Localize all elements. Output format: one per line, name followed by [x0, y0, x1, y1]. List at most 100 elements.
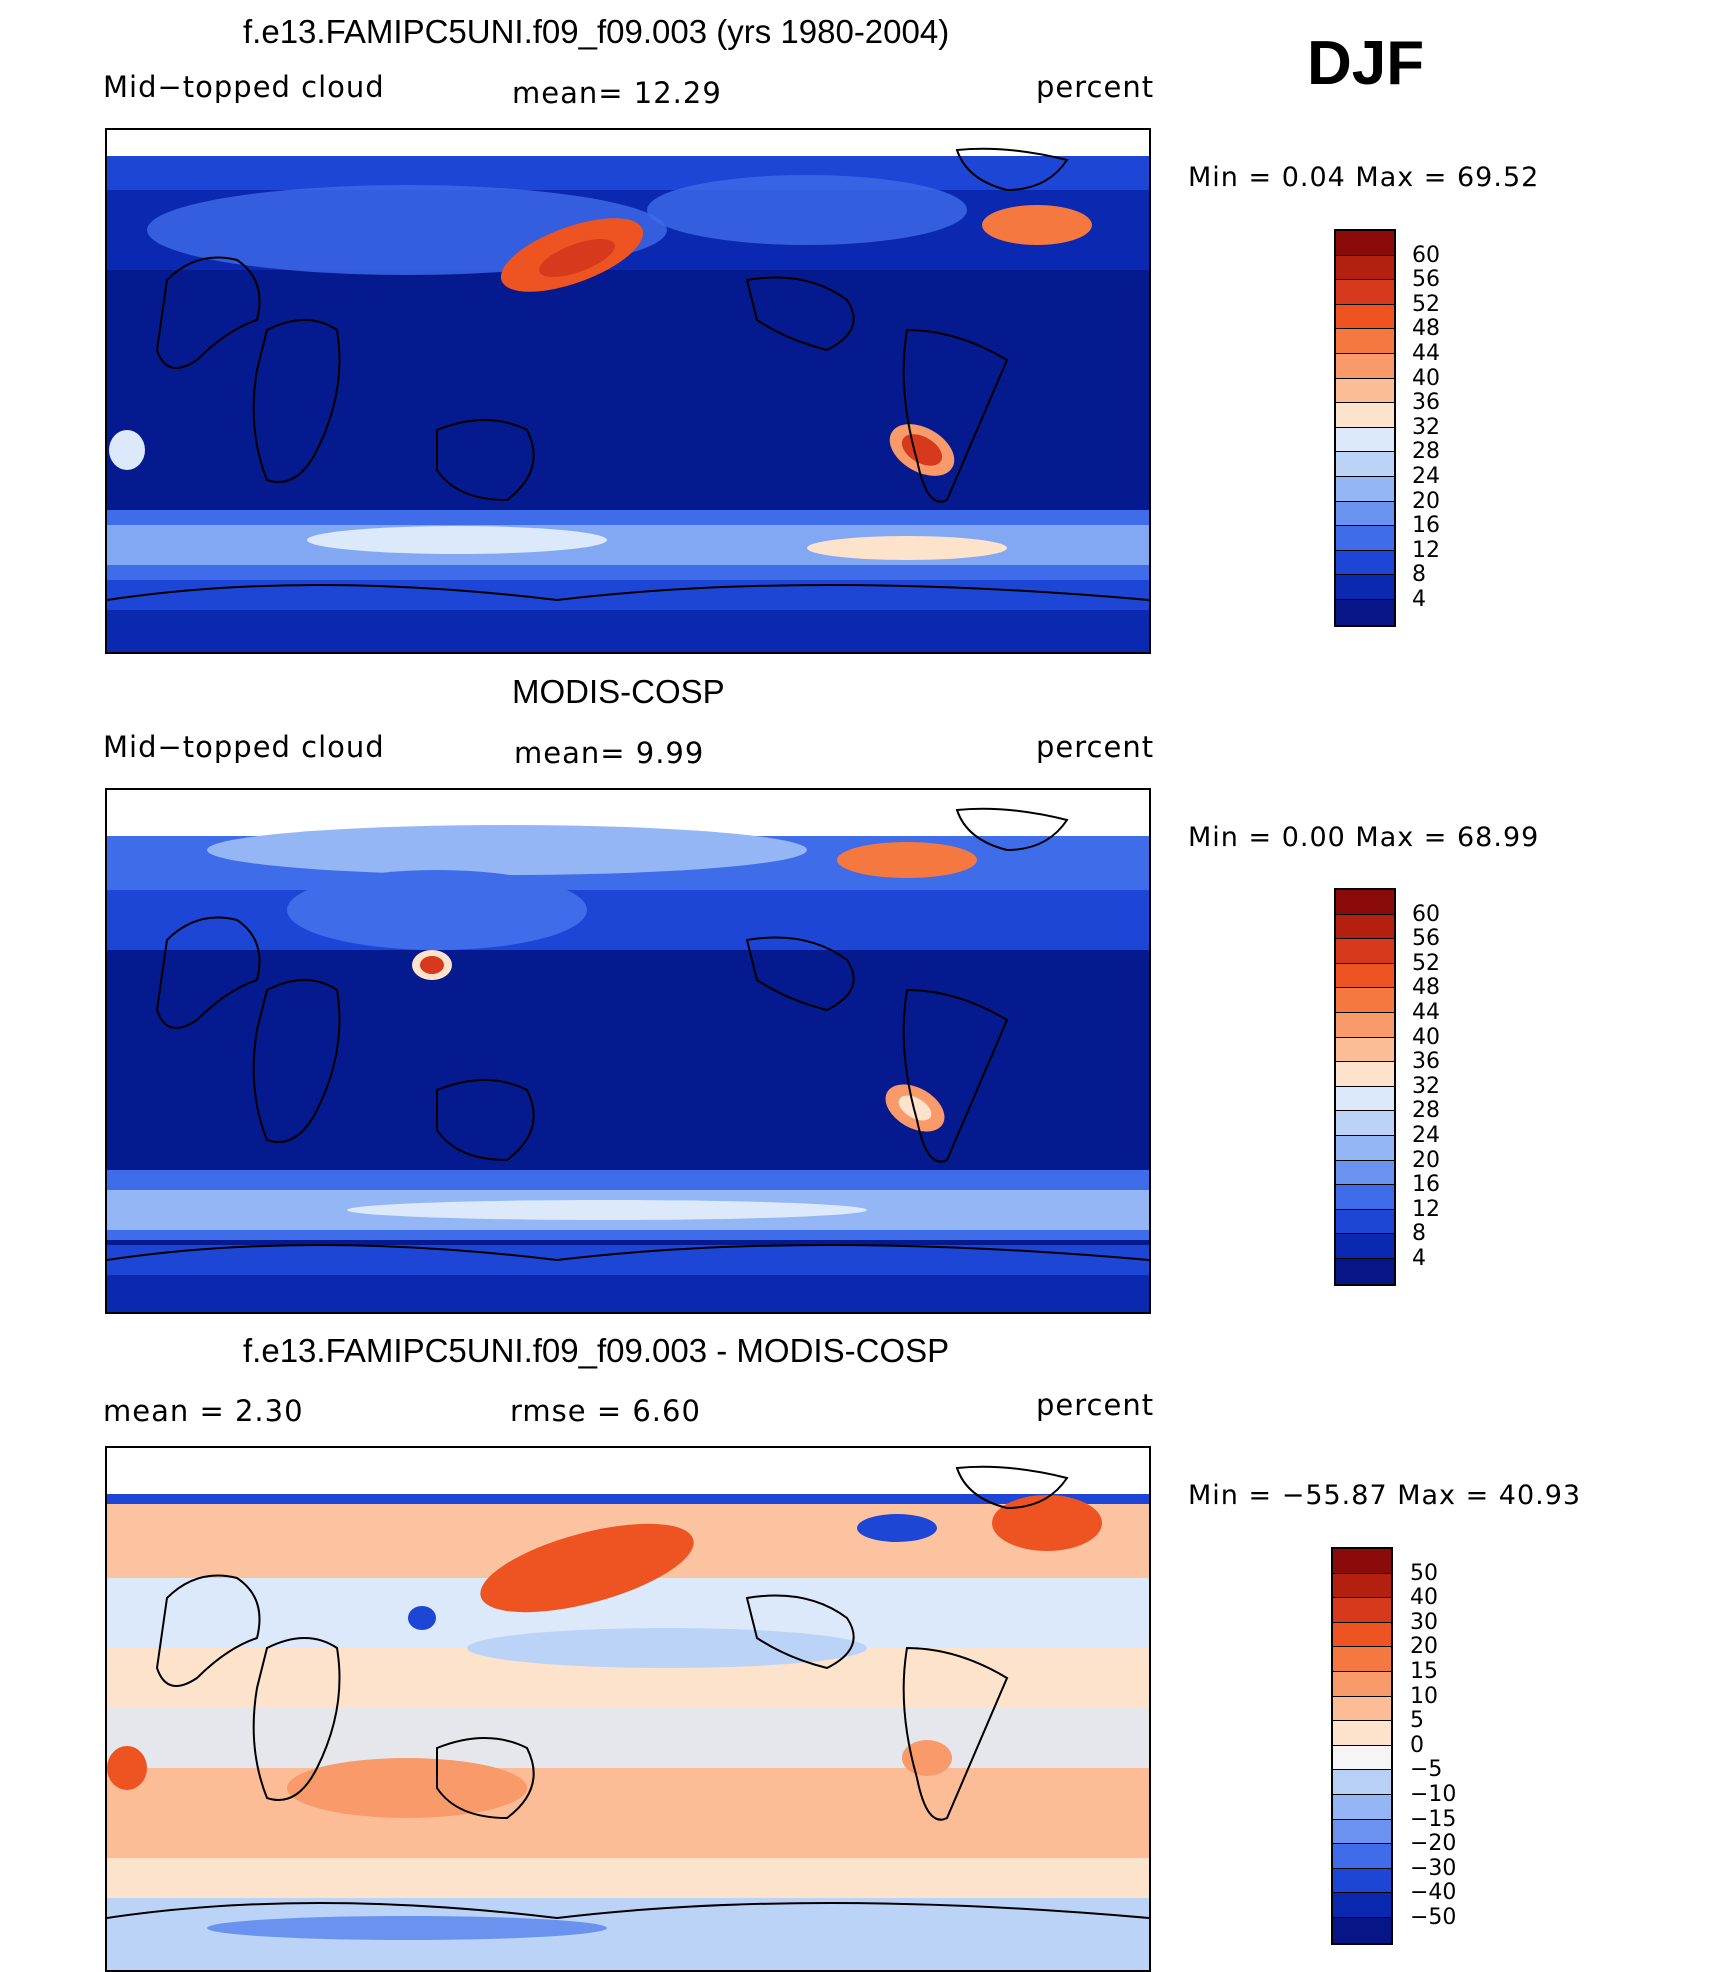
colorbar-label: 48 — [1412, 316, 1440, 342]
colorbar-label: 28 — [1412, 1098, 1440, 1124]
colorbar-swatch — [1336, 476, 1394, 502]
colorbar-swatch — [1336, 1160, 1394, 1186]
panel-2-colorbar-swatches — [1336, 890, 1394, 1284]
colorbar-label: 24 — [1412, 464, 1440, 489]
colorbar-label: 5 — [1410, 1708, 1424, 1734]
panel-1-variable-label: Mid−topped cloud — [103, 70, 385, 104]
colorbar-swatch — [1336, 403, 1394, 428]
colorbar-label: 56 — [1412, 926, 1440, 952]
colorbar-swatch — [1333, 1647, 1391, 1672]
panel-2-title: MODIS-COSP — [512, 673, 725, 710]
panel-1-map — [105, 128, 1151, 654]
colorbar-swatch — [1333, 1794, 1391, 1820]
colorbar-swatch — [1333, 1598, 1391, 1623]
panel-3-colorbar — [1331, 1547, 1393, 1945]
colorbar-swatch — [1336, 1234, 1394, 1259]
colorbar-label: 24 — [1412, 1123, 1440, 1148]
colorbar-swatch — [1336, 329, 1394, 354]
colorbar-label: 12 — [1412, 1196, 1440, 1222]
colorbar-swatch — [1333, 1893, 1391, 1918]
colorbar-label: −20 — [1410, 1831, 1457, 1857]
colorbar-swatch — [1336, 988, 1394, 1013]
panel-2-colorbar — [1334, 888, 1396, 1286]
colorbar-swatch — [1336, 378, 1394, 404]
colorbar-swatch — [1336, 1111, 1394, 1136]
colorbar-swatch — [1333, 1696, 1391, 1722]
panel-3-mean-label: mean = 2.30 — [103, 1394, 304, 1428]
colorbar-swatch — [1336, 1185, 1394, 1210]
colorbar-swatch — [1336, 526, 1394, 551]
panel-2-min-max: Min = 0.00 Max = 68.99 — [1188, 822, 1540, 853]
colorbar-label: 48 — [1412, 975, 1440, 1001]
colorbar-label: 20 — [1412, 1147, 1440, 1173]
colorbar-label: 60 — [1412, 242, 1440, 268]
colorbar-swatch — [1333, 1917, 1391, 1943]
colorbar-label: 40 — [1412, 365, 1440, 391]
colorbar-swatch — [1336, 1258, 1394, 1284]
colorbar-swatch — [1333, 1819, 1391, 1845]
colorbar-swatch — [1333, 1868, 1391, 1894]
colorbar-swatch — [1336, 1135, 1394, 1161]
colorbar-swatch — [1333, 1671, 1391, 1697]
colorbar-label: −30 — [1410, 1855, 1457, 1881]
season-label: DJF — [1307, 29, 1425, 98]
colorbar-swatch — [1336, 1037, 1394, 1063]
colorbar-label: 10 — [1410, 1683, 1438, 1709]
panel-2-map-svg — [107, 790, 1149, 1312]
colorbar-label: 15 — [1410, 1659, 1438, 1684]
colorbar-label: 36 — [1412, 390, 1440, 416]
colorbar-label: −40 — [1410, 1880, 1457, 1906]
colorbar-swatch — [1336, 280, 1394, 305]
colorbar-label: 44 — [1412, 341, 1440, 366]
colorbar-label: 8 — [1412, 1221, 1426, 1247]
colorbar-label: 4 — [1412, 587, 1426, 612]
colorbar-label: 16 — [1412, 513, 1440, 539]
panel-1-colorbar-swatches — [1336, 231, 1394, 625]
colorbar-swatch — [1336, 575, 1394, 600]
panel-1-colorbar — [1334, 229, 1396, 627]
colorbar-label: −15 — [1410, 1806, 1457, 1832]
colorbar-label: 40 — [1412, 1024, 1440, 1050]
colorbar-swatch — [1333, 1573, 1391, 1599]
colorbar-swatch — [1336, 1012, 1394, 1038]
colorbar-label: 12 — [1412, 537, 1440, 563]
panel-2-mean-label: mean= 9.99 — [514, 736, 705, 770]
colorbar-label: 50 — [1410, 1560, 1438, 1586]
colorbar-swatch — [1336, 255, 1394, 281]
colorbar-swatch — [1336, 1086, 1394, 1112]
colorbar-swatch — [1336, 963, 1394, 989]
colorbar-swatch — [1333, 1745, 1391, 1771]
colorbar-swatch — [1336, 1062, 1394, 1087]
colorbar-swatch — [1336, 890, 1394, 915]
colorbar-label: 44 — [1412, 1000, 1440, 1025]
colorbar-swatch — [1336, 914, 1394, 940]
colorbar-swatch — [1336, 427, 1394, 453]
colorbar-swatch — [1336, 304, 1394, 330]
colorbar-label: 30 — [1410, 1609, 1438, 1635]
colorbar-label: 32 — [1412, 414, 1440, 440]
colorbar-swatch — [1336, 939, 1394, 964]
colorbar-swatch — [1333, 1721, 1391, 1746]
panel-1-mean-label: mean= 12.29 — [512, 76, 722, 110]
panel-3-title: f.e13.FAMIPC5UNI.f09_f09.003 - MODIS-COS… — [243, 1332, 950, 1369]
colorbar-label: 4 — [1412, 1246, 1426, 1271]
colorbar-label: 52 — [1412, 950, 1440, 976]
colorbar-label: 32 — [1412, 1073, 1440, 1099]
panel-3-map-svg — [107, 1448, 1149, 1970]
colorbar-swatch — [1336, 1209, 1394, 1235]
panel-1-min-max: Min = 0.04 Max = 69.52 — [1188, 162, 1540, 193]
colorbar-swatch — [1336, 550, 1394, 576]
colorbar-swatch — [1333, 1844, 1391, 1869]
panel-2-variable-label: Mid−topped cloud — [103, 730, 385, 764]
colorbar-label: 8 — [1412, 562, 1426, 588]
colorbar-swatch — [1333, 1622, 1391, 1648]
colorbar-label: 60 — [1412, 901, 1440, 927]
colorbar-swatch — [1333, 1770, 1391, 1795]
panel-2-units-label: percent — [1036, 730, 1155, 764]
panel-3-rmse-label: rmse = 6.60 — [510, 1394, 701, 1428]
colorbar-label: −5 — [1410, 1757, 1443, 1783]
colorbar-label: 16 — [1412, 1172, 1440, 1198]
colorbar-label: 20 — [1412, 488, 1440, 514]
colorbar-swatch — [1336, 231, 1394, 256]
colorbar-label: 56 — [1412, 267, 1440, 293]
